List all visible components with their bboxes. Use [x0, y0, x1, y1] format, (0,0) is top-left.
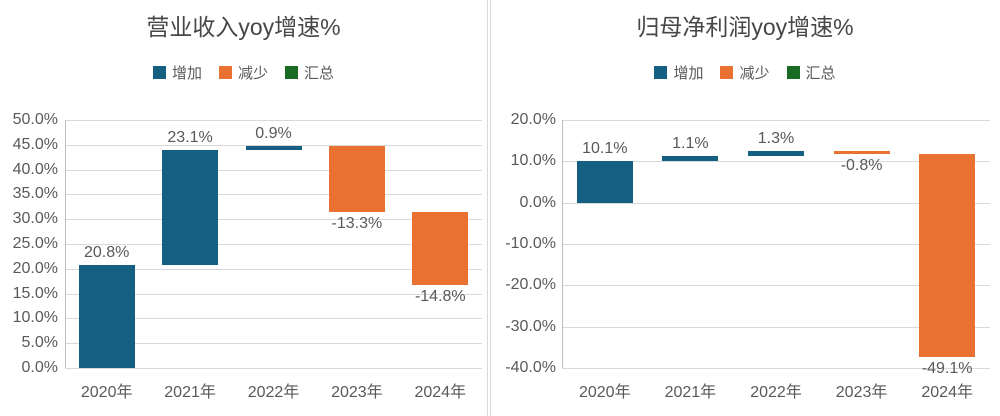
waterfall-bar-2020年 — [576, 160, 633, 203]
legend-swatch-total — [285, 66, 298, 79]
chart-panel-net-profit-yoy: 归母净利润yoy增速% 增加 减少 汇总 20.0% 10.0% 0.0% -10.0% -… — [490, 0, 1000, 416]
legend-swatch-total — [786, 66, 800, 79]
y-tick-label: 0.0% — [519, 193, 556, 211]
x-tick-label: 2020年 — [80, 384, 133, 401]
waterfall-bar-2024年 — [919, 154, 976, 358]
y-tick-label: 20.0% — [510, 111, 556, 128]
legend-item-increase: 增加 — [654, 62, 703, 83]
y-tick-label: -20.0% — [505, 276, 556, 294]
legend-item-decrease: 减少 — [720, 62, 770, 83]
y-axis-line — [65, 120, 66, 368]
legend-swatch-decrease — [720, 66, 734, 79]
legend-item-total: 汇总 — [285, 62, 334, 83]
gridline — [65, 120, 482, 121]
gridline — [562, 120, 990, 121]
y-tick-label: 25.0% — [12, 235, 58, 252]
legend-label: 增加 — [171, 65, 202, 82]
y-tick-label: 45.0% — [12, 135, 58, 153]
x-tick-label: 2023年 — [331, 384, 383, 401]
waterfall-bar-2022年 — [748, 151, 804, 157]
waterfall-bar-2024年 — [412, 211, 469, 286]
y-tick-label: 15.0% — [12, 284, 58, 302]
panel-divider — [487, 0, 488, 416]
y-tick-label: 30.0% — [12, 210, 58, 228]
x-tick-label: 2024年 — [414, 384, 467, 401]
bar-value-label: -14.8% — [414, 288, 466, 306]
y-tick-label: 10.0% — [510, 152, 556, 170]
gridline — [562, 202, 990, 204]
gridline — [65, 219, 482, 221]
chart-title: 营业收入yoy增速% — [146, 14, 341, 40]
y-tick-label: -10.0% — [505, 235, 556, 252]
legend-swatch-decrease — [218, 66, 232, 79]
waterfall-bar-2023年 — [833, 151, 890, 155]
gridline — [65, 293, 482, 295]
legend-label: 减少 — [237, 65, 268, 82]
bar-value-label: 1.1% — [672, 135, 709, 153]
gridline — [65, 368, 482, 369]
gridline — [562, 285, 990, 287]
panel-divider — [490, 0, 491, 416]
x-tick-label: 2023年 — [835, 384, 888, 401]
bar-value-label: -49.1% — [921, 360, 973, 378]
legend-item-decrease: 减少 — [218, 62, 268, 83]
legend-label: 减少 — [739, 65, 770, 82]
gridline — [65, 244, 482, 245]
x-tick-label: 2021年 — [664, 384, 717, 401]
x-tick-label: 2022年 — [247, 384, 300, 401]
gridline — [562, 326, 990, 328]
waterfall-bar-2021年 — [162, 150, 219, 265]
bar-value-label: 23.1% — [167, 129, 213, 147]
bar-value-label: 0.9% — [255, 124, 292, 142]
gridline — [562, 161, 990, 163]
legend-item-increase: 增加 — [152, 62, 202, 83]
bar-value-label: -13.3% — [331, 214, 383, 232]
gridline — [65, 194, 482, 196]
y-tick-label: 35.0% — [12, 185, 58, 203]
legend-label: 汇总 — [805, 65, 836, 82]
gridline — [562, 244, 990, 245]
gridline — [65, 144, 482, 146]
x-tick-label: 2024年 — [921, 384, 973, 401]
bar-value-label: 10.1% — [582, 139, 628, 157]
y-tick-label: 20.0% — [12, 259, 58, 277]
waterfall-bar-2023年 — [328, 145, 385, 212]
x-tick-label: 2020年 — [578, 384, 631, 401]
y-tick-label: 40.0% — [12, 160, 58, 178]
legend-item-total: 汇总 — [786, 62, 836, 83]
bar-value-label: -0.8% — [840, 157, 883, 175]
legend: 增加 减少 汇总 — [490, 62, 1000, 83]
x-tick-label: 2021年 — [164, 384, 216, 401]
legend-swatch-increase — [152, 66, 166, 79]
bar-value-label: 20.8% — [84, 243, 130, 261]
y-tick-label: 50.0% — [12, 111, 58, 128]
gridline — [65, 169, 482, 171]
gridline — [65, 318, 482, 320]
y-tick-label: 0.0% — [21, 359, 58, 376]
x-tick-label: 2022年 — [750, 384, 802, 401]
chart-panel-revenue-yoy: 营业收入yoy增速% 增加 减少 汇总 50.0% 45.0% 40.0% 35.0% 30… — [0, 0, 487, 416]
gridline — [65, 343, 482, 345]
chart-title: 归母净利润yoy增速% — [636, 14, 854, 40]
y-tick-label: -30.0% — [505, 317, 556, 335]
gridline — [65, 268, 482, 270]
gridline — [562, 368, 990, 369]
legend-label: 增加 — [673, 65, 704, 82]
legend: 增加 减少 汇总 — [0, 62, 487, 83]
legend-swatch-increase — [654, 66, 668, 79]
waterfall-bar-2021年 — [662, 156, 719, 161]
y-tick-label: -40.0% — [505, 359, 556, 376]
waterfall-bar-2022年 — [245, 145, 302, 151]
y-axis-line — [562, 120, 563, 368]
legend-label: 汇总 — [304, 65, 335, 82]
bar-value-label: 1.3% — [757, 130, 795, 147]
y-tick-label: 10.0% — [12, 309, 58, 327]
y-tick-label: 5.0% — [21, 334, 58, 352]
waterfall-bar-2020年 — [78, 264, 135, 368]
